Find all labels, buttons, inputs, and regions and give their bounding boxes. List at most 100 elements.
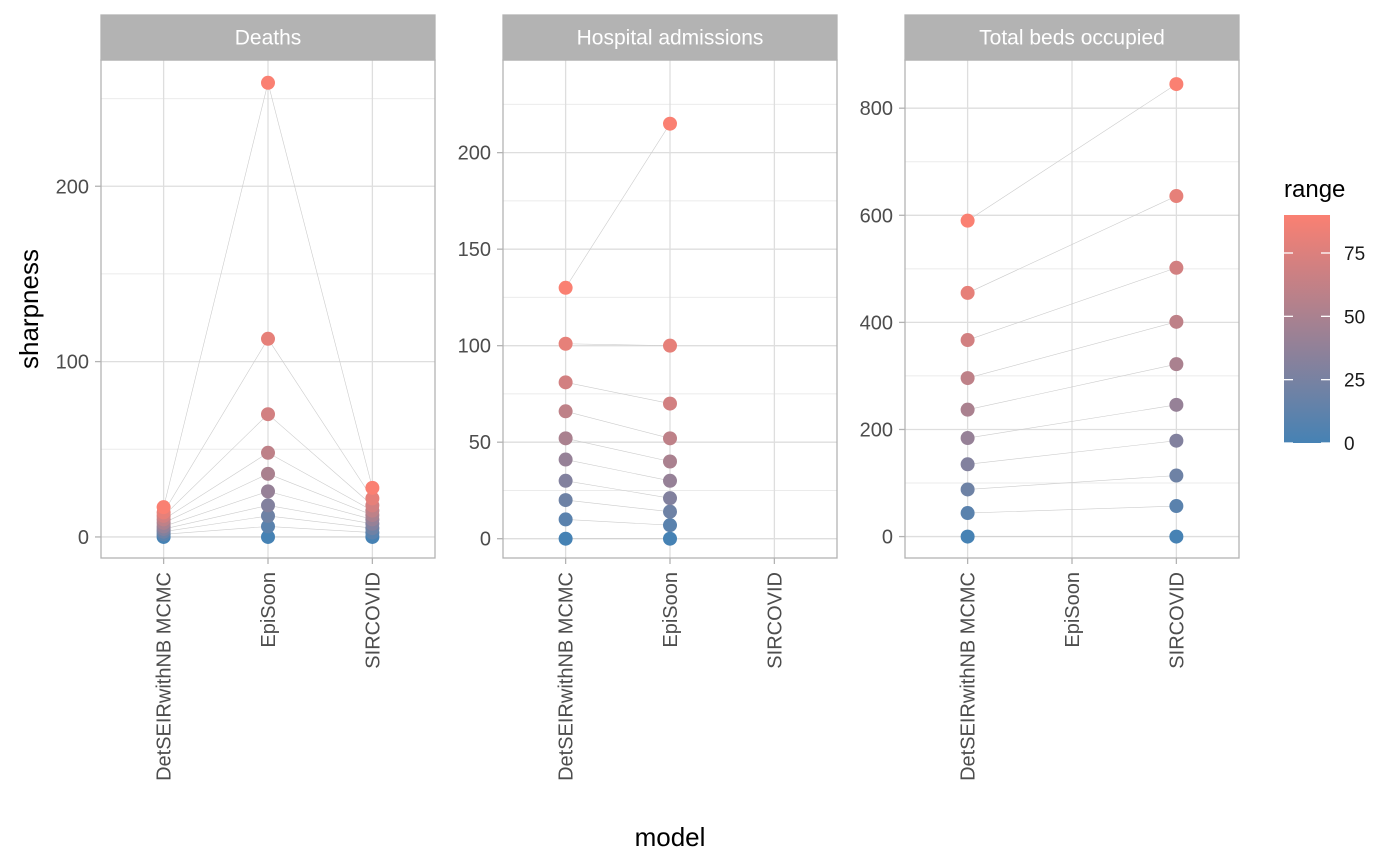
connector-line-total-beds-occupied-range-40 <box>967 404 1177 439</box>
point-hospital-admissions-episoon-range-20 <box>663 504 677 519</box>
point-hospital-admissions-episoon-range-0 <box>663 531 677 546</box>
point-total-beds-occupied-sircovid-range-10 <box>1169 499 1184 514</box>
x-tick-label-total-beds-occupied-detseirwithnb-mcmc: DetSEIRwithNB MCMC <box>958 572 980 781</box>
connector-line-hospital-admissions-range-30 <box>565 480 671 499</box>
x-axis-title: model <box>635 822 706 852</box>
y-tick-label-deaths: 200 <box>56 176 89 198</box>
connector-line-deaths-range-20 <box>267 515 373 529</box>
strip-label-total-beds-occupied: Total beds occupied <box>979 27 1165 50</box>
point-total-beds-occupied-detseirwithnb-mcmc-range-30 <box>960 457 975 472</box>
connector-line-total-beds-occupied-range-10 <box>967 505 1177 514</box>
y-tick-label-total-beds-occupied: 600 <box>860 205 893 227</box>
point-deaths-episoon-range-20 <box>261 508 275 523</box>
connector-line-hospital-admissions-range-40 <box>565 459 671 482</box>
connector-line-hospital-admissions-range-60 <box>565 411 671 439</box>
connector-line-deaths-range-70 <box>163 413 269 517</box>
connector-line-deaths-range-80 <box>267 338 373 499</box>
y-tick-label-total-beds-occupied: 0 <box>882 527 893 549</box>
point-total-beds-occupied-sircovid-range-40 <box>1169 397 1184 412</box>
point-deaths-detseirwithnb-mcmc-range-90 <box>156 500 171 515</box>
connector-line-hospital-admissions-range-10 <box>565 519 671 526</box>
connector-line-deaths-range-30 <box>267 505 373 525</box>
connector-line-hospital-admissions-range-70 <box>565 382 671 404</box>
point-total-beds-occupied-detseirwithnb-mcmc-range-60 <box>960 371 975 386</box>
point-deaths-sircovid-range-90 <box>365 480 380 495</box>
point-hospital-admissions-detseirwithnb-mcmc-range-20 <box>558 493 573 508</box>
point-deaths-episoon-range-30 <box>261 498 275 513</box>
connector-line-deaths-range-10 <box>163 526 269 535</box>
connector-line-deaths-range-80 <box>163 338 269 513</box>
legend-title: range <box>1284 176 1345 203</box>
y-tick-label-hospital-admissions: 100 <box>458 336 491 358</box>
point-total-beds-occupied-sircovid-range-80 <box>1169 189 1184 204</box>
strip-total-beds-occupied <box>904 14 1240 61</box>
point-hospital-admissions-episoon-range-50 <box>663 454 677 469</box>
connector-line-total-beds-occupied-range-80 <box>967 195 1177 294</box>
point-hospital-admissions-detseirwithnb-mcmc-range-40 <box>558 452 573 467</box>
x-tick-label-deaths-episoon: EpiSoon <box>258 572 280 648</box>
connector-line-deaths-range-90 <box>267 82 373 488</box>
legend-tick-label: 75 <box>1344 244 1365 265</box>
point-total-beds-occupied-sircovid-range-90 <box>1169 77 1184 92</box>
y-tick-label-hospital-admissions: 150 <box>458 239 491 261</box>
connector-line-deaths-range-60 <box>267 452 373 511</box>
connector-line-total-beds-occupied-range-30 <box>967 440 1177 465</box>
connector-line-deaths-range-60 <box>163 452 269 520</box>
point-total-beds-occupied-detseirwithnb-mcmc-range-80 <box>960 285 975 300</box>
point-total-beds-occupied-detseirwithnb-mcmc-range-50 <box>960 402 975 417</box>
point-deaths-episoon-range-50 <box>261 466 275 481</box>
y-tick-label-hospital-admissions: 200 <box>458 143 491 165</box>
point-total-beds-occupied-sircovid-range-50 <box>1169 357 1184 372</box>
point-hospital-admissions-detseirwithnb-mcmc-range-10 <box>558 512 573 527</box>
point-deaths-episoon-range-70 <box>261 407 275 422</box>
connector-line-total-beds-occupied-range-20 <box>967 475 1177 490</box>
point-hospital-admissions-detseirwithnb-mcmc-range-60 <box>558 404 573 419</box>
connector-line-total-beds-occupied-range-60 <box>967 321 1177 379</box>
connector-line-deaths-range-20 <box>163 515 269 532</box>
point-deaths-episoon-range-0 <box>261 529 275 544</box>
point-total-beds-occupied-detseirwithnb-mcmc-range-70 <box>960 333 975 348</box>
point-total-beds-occupied-detseirwithnb-mcmc-range-0 <box>960 529 975 544</box>
connector-line-deaths-range-90 <box>163 82 269 508</box>
connector-line-deaths-range-70 <box>267 413 373 506</box>
point-hospital-admissions-detseirwithnb-mcmc-range-80 <box>558 336 573 351</box>
strip-hospital-admissions <box>502 14 838 61</box>
connector-line-hospital-admissions-range-20 <box>565 499 671 512</box>
point-total-beds-occupied-sircovid-range-0 <box>1169 529 1184 544</box>
connector-line-deaths-range-40 <box>163 491 269 527</box>
x-tick-label-hospital-admissions-episoon: EpiSoon <box>660 572 682 648</box>
point-hospital-admissions-episoon-range-40 <box>663 473 677 488</box>
y-tick-label-deaths: 0 <box>78 527 89 549</box>
x-tick-label-hospital-admissions-sircovid: SIRCOVID <box>764 572 786 669</box>
connector-line-hospital-admissions-range-50 <box>565 438 671 462</box>
legend-tick-label: 0 <box>1344 434 1355 455</box>
connector-line-hospital-admissions-range-90 <box>565 123 671 288</box>
y-tick-label-total-beds-occupied: 800 <box>860 98 893 120</box>
x-tick-label-total-beds-occupied-episoon: EpiSoon <box>1062 572 1084 648</box>
connector-line-deaths-range-50 <box>163 473 269 524</box>
y-tick-label-total-beds-occupied: 200 <box>860 419 893 441</box>
point-hospital-admissions-detseirwithnb-mcmc-range-50 <box>558 431 573 446</box>
y-tick-label-hospital-admissions: 50 <box>469 432 491 454</box>
point-total-beds-occupied-detseirwithnb-mcmc-range-90 <box>960 213 975 228</box>
x-tick-label-deaths-detseirwithnb-mcmc: DetSEIRwithNB MCMC <box>154 572 176 781</box>
legend-tick-label: 50 <box>1344 307 1365 328</box>
point-deaths-episoon-range-80 <box>261 331 275 346</box>
point-hospital-admissions-episoon-range-80 <box>663 338 677 353</box>
connector-line-deaths-range-50 <box>267 473 373 516</box>
y-tick-label-total-beds-occupied: 400 <box>860 312 893 334</box>
point-deaths-episoon-range-10 <box>261 519 275 534</box>
point-total-beds-occupied-detseirwithnb-mcmc-range-40 <box>960 431 975 446</box>
legend-colorbar <box>1284 215 1330 443</box>
point-hospital-admissions-detseirwithnb-mcmc-range-70 <box>558 375 573 390</box>
y-tick-label-deaths: 100 <box>56 352 89 374</box>
point-hospital-admissions-episoon-range-10 <box>663 518 677 533</box>
connector-line-total-beds-occupied-range-90 <box>967 83 1177 221</box>
point-hospital-admissions-detseirwithnb-mcmc-range-30 <box>558 473 573 488</box>
point-hospital-admissions-episoon-range-70 <box>663 396 677 411</box>
strip-label-deaths: Deaths <box>235 27 302 50</box>
point-total-beds-occupied-sircovid-range-30 <box>1169 433 1184 448</box>
y-tick-label-hospital-admissions: 0 <box>480 529 491 551</box>
point-total-beds-occupied-detseirwithnb-mcmc-range-10 <box>960 506 975 521</box>
